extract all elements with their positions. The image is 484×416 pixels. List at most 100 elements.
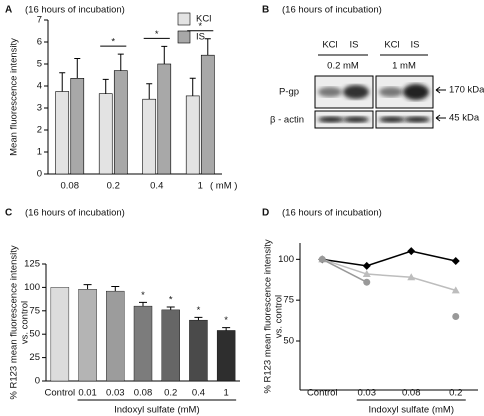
x-unit-label: ( mM ) [210, 181, 237, 192]
x-tick-label: 0.08 [402, 388, 421, 399]
panel-label: B [262, 5, 269, 16]
x-tick-label: 0.01 [78, 388, 97, 399]
series-line [321, 258, 368, 283]
arrow [435, 86, 446, 94]
panel-title: (16 hours of incubation) [282, 208, 382, 219]
x-tick-label: Control [307, 388, 338, 399]
y-tick-label: 4 [37, 81, 42, 92]
y-tick-label: 5 [37, 59, 42, 70]
panel-title: (16 hours of incubation) [282, 5, 382, 16]
error-bar [189, 77, 196, 96]
y-tick-label: 50 [283, 336, 294, 347]
bar [185, 95, 200, 175]
point [363, 278, 371, 286]
error-bar [166, 306, 175, 310]
bar [133, 305, 153, 382]
point [407, 273, 416, 281]
x-axis-label: Indoxyl sulfate (mM) [368, 405, 454, 416]
lane-label: KCl [384, 40, 399, 51]
point [452, 313, 460, 320]
y-tick-label: 3 [37, 103, 42, 114]
point [451, 256, 460, 265]
error-bar [111, 285, 120, 292]
lane-label: KCl [322, 40, 337, 51]
error-bar [117, 53, 124, 71]
significance-marker: * [141, 290, 145, 301]
y-tick-label: 75 [283, 295, 294, 306]
y-tick-label: 75 [29, 305, 40, 316]
point [407, 247, 416, 256]
band [379, 87, 403, 97]
x-tick-label: 1 [223, 388, 228, 399]
band [343, 85, 369, 99]
y-axis-label: Mean fluorescence intensity [9, 38, 20, 156]
bar [70, 78, 85, 175]
y-tick-label: 0 [37, 169, 42, 180]
y-tick-label: 100 [278, 254, 294, 265]
bar [216, 330, 236, 382]
error-bar [204, 38, 211, 56]
x-tick-label: 0.2 [449, 388, 462, 399]
lane-label: IS [350, 40, 359, 51]
x-tick-label: 0.4 [192, 388, 205, 399]
x-tick-label: 0.2 [107, 181, 120, 192]
series-line [322, 250, 456, 267]
legend-swatch [177, 12, 191, 26]
band [379, 116, 405, 123]
x-tick-label: 0.03 [106, 388, 125, 399]
significance-marker: * [198, 21, 202, 32]
bar [200, 54, 215, 175]
bar [106, 290, 125, 382]
panel-title: (16 hours of incubation) [25, 208, 125, 219]
blot-panel: B (16 hours of incubation) KCl IS KCl IS… [262, 5, 484, 129]
x-axis-label: Indoxyl sulfate (mM) [114, 405, 200, 416]
error-bar [59, 72, 66, 92]
y-axis-label: % R123 mean fluorescence intensity [9, 245, 20, 399]
panel-label: D [262, 208, 269, 219]
band [318, 116, 344, 123]
x-tick-label: 0.03 [358, 388, 377, 399]
x-tick-label: 0.08 [61, 181, 80, 192]
concentration-label: 1 mM [392, 61, 416, 72]
error-bar [83, 284, 92, 290]
series-line [322, 258, 456, 292]
y-tick-label: 7 [37, 15, 42, 26]
significance-marker: * [224, 315, 228, 326]
band [318, 87, 342, 97]
bar [78, 289, 97, 382]
y-tick-label: 100 [24, 282, 40, 293]
significance-marker: * [169, 295, 173, 306]
error-bar [146, 83, 153, 100]
y-tick-label: 6 [37, 37, 42, 48]
error-bar [222, 327, 231, 331]
y-axis-label: vs. control [274, 295, 285, 338]
x-tick-label: Control [45, 388, 76, 399]
x-tick-label: 0.2 [164, 388, 177, 399]
error-bar [102, 78, 109, 94]
point [362, 261, 371, 270]
y-tick-label: 125 [24, 259, 40, 270]
significance-marker: * [111, 37, 115, 48]
band [343, 116, 369, 123]
error-bar [194, 316, 203, 321]
y-tick-label: 50 [29, 329, 40, 340]
size-label: 45 kDa [449, 113, 480, 124]
arrow [435, 114, 446, 122]
error-bar [139, 301, 147, 307]
point [451, 286, 460, 294]
y-tick-label: 2 [37, 125, 42, 136]
legend-label: IS [196, 32, 205, 43]
legend-label: KCl [196, 14, 211, 25]
panel-label: A [5, 5, 12, 16]
y-tick-label: 0 [35, 376, 40, 387]
point [362, 270, 371, 278]
row-label: P-gp [279, 87, 299, 98]
bar [113, 70, 128, 175]
bar [157, 63, 172, 175]
bar [55, 91, 70, 175]
error-bar [161, 45, 168, 64]
band [403, 84, 429, 100]
significance-marker: * [155, 29, 159, 40]
band [404, 116, 430, 123]
